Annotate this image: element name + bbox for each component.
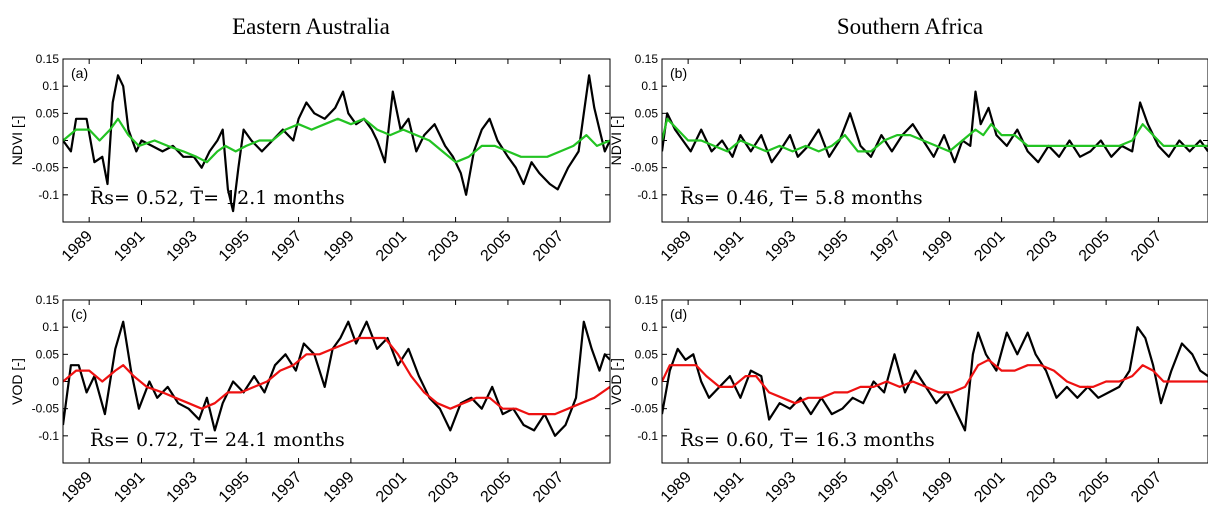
- y-tick-label: 0.15: [36, 293, 60, 307]
- x-tick-label: 1993: [164, 228, 201, 265]
- y-tick-label: 0.1: [641, 79, 658, 93]
- column-title-eastern-australia: Eastern Australia: [232, 14, 390, 39]
- series-line: [63, 117, 610, 164]
- y-axis-label: VOD [-]: [9, 358, 25, 405]
- y-tick-label: -0.05: [32, 402, 60, 416]
- x-tick-label: 1997: [867, 469, 904, 506]
- x-tick-label: 1997: [867, 228, 904, 265]
- axes-box: [62, 299, 611, 464]
- x-tick-label: 2001: [971, 228, 1008, 265]
- series-line: [63, 74, 610, 213]
- y-tick-label: 0: [651, 375, 658, 389]
- x-tick-label: 1995: [815, 469, 852, 506]
- series-line: [662, 117, 1208, 153]
- x-tick-label: 1989: [59, 228, 96, 265]
- y-tick-label: -0.1: [38, 188, 59, 202]
- x-tick-label: 2003: [1024, 228, 1061, 265]
- y-tick-label: 0.1: [42, 320, 59, 334]
- x-tick-label: 1995: [815, 228, 852, 265]
- x-tick-label: 1989: [59, 469, 96, 506]
- column-title-southern-africa: Southern Africa: [837, 14, 983, 39]
- y-tick-label: -0.05: [32, 161, 60, 175]
- chart-panel: 0.15 0.1 0.05 0 -0.05 -0.1 1989 1991 1993 1995 199…: [608, 293, 1208, 506]
- panel-label: (a): [71, 65, 88, 81]
- x-tick-label: 2001: [373, 228, 410, 265]
- x-tick-label: 1997: [268, 228, 305, 265]
- x-tick-label: 2003: [425, 228, 462, 265]
- series-line: [63, 336, 610, 416]
- panel-label: (d): [670, 306, 687, 322]
- x-tick-label: 1993: [164, 469, 201, 506]
- x-tick-label: 1995: [216, 469, 253, 506]
- y-tick-label: 0.1: [641, 320, 658, 334]
- axes-box: [62, 58, 611, 223]
- y-tick-label: 0.05: [635, 347, 659, 361]
- series-line: [662, 90, 1208, 164]
- x-tick-label: 1999: [919, 469, 956, 506]
- axes-box: [661, 299, 1208, 464]
- x-tick-label: 2007: [1128, 228, 1165, 265]
- x-tick-label: 2005: [478, 469, 515, 506]
- chart-panel: 0.15 0.1 0.05 0 -0.05 -0.1 1989 1991 1993 1995 199…: [9, 52, 611, 265]
- y-tick-label: -0.1: [637, 429, 658, 443]
- x-tick-label: 2007: [530, 228, 567, 265]
- x-tick-label: 1989: [658, 228, 695, 265]
- y-tick-label: 0.15: [635, 52, 659, 66]
- x-tick-label: 1999: [321, 469, 358, 506]
- series-line: [662, 358, 1208, 405]
- x-tick-label: 2005: [1076, 469, 1113, 506]
- statistics-label: R̄s= 0.46, T̄= 5.8 months: [680, 186, 923, 209]
- chart-panel: 0.15 0.1 0.05 0 -0.05 -0.1 1989 1991 1993 1995 199…: [608, 52, 1208, 265]
- panel-label: (b): [670, 65, 687, 81]
- series-line: [63, 320, 610, 437]
- x-tick-label: 2001: [373, 469, 410, 506]
- x-tick-label: 1997: [268, 469, 305, 506]
- statistics-label: R̄s= 0.60, T̄= 16.3 months: [680, 428, 935, 451]
- y-tick-label: 0.05: [635, 106, 659, 120]
- statistics-label: R̄s= 0.72, T̄= 24.1 months: [90, 428, 345, 451]
- y-tick-label: 0.05: [36, 106, 60, 120]
- y-tick-label: -0.1: [637, 188, 658, 202]
- x-tick-label: 1999: [321, 228, 358, 265]
- x-tick-label: 2003: [425, 469, 462, 506]
- x-tick-label: 1995: [216, 228, 253, 265]
- y-tick-label: 0: [52, 375, 59, 389]
- y-tick-label: 0.05: [36, 347, 60, 361]
- x-tick-label: 1991: [710, 228, 747, 265]
- y-tick-label: 0: [52, 134, 59, 148]
- y-tick-label: 0.15: [635, 293, 659, 307]
- y-tick-label: 0.15: [36, 52, 60, 66]
- x-tick-label: 1993: [762, 228, 799, 265]
- x-tick-label: 2005: [478, 228, 515, 265]
- y-tick-label: 0.1: [42, 79, 59, 93]
- x-tick-label: 2005: [1076, 228, 1113, 265]
- panel-label: (c): [71, 306, 87, 322]
- x-tick-label: 1993: [762, 469, 799, 506]
- y-tick-label: -0.05: [631, 402, 659, 416]
- y-tick-label: -0.1: [38, 429, 59, 443]
- y-tick-label: -0.05: [631, 161, 659, 175]
- y-axis-label: NDVI [-]: [9, 116, 25, 166]
- chart-panel: 0.15 0.1 0.05 0 -0.05 -0.1 1989 1991 1993 1995 199…: [9, 293, 611, 506]
- x-tick-label: 1991: [111, 469, 148, 506]
- x-tick-label: 1999: [919, 228, 956, 265]
- x-tick-label: 2003: [1024, 469, 1061, 506]
- x-tick-label: 1991: [111, 228, 148, 265]
- y-axis-label: VOD [-]: [608, 358, 624, 405]
- y-axis-label: NDVI [-]: [608, 116, 624, 166]
- x-tick-label: 1991: [710, 469, 747, 506]
- axes-box: [661, 58, 1208, 223]
- x-tick-label: 1989: [658, 469, 695, 506]
- statistics-label: R̄s= 0.52, T̄= 12.1 months: [90, 186, 345, 209]
- x-tick-label: 2001: [971, 469, 1008, 506]
- x-tick-label: 2007: [1128, 469, 1165, 506]
- y-tick-label: 0: [651, 134, 658, 148]
- x-tick-label: 2007: [530, 469, 567, 506]
